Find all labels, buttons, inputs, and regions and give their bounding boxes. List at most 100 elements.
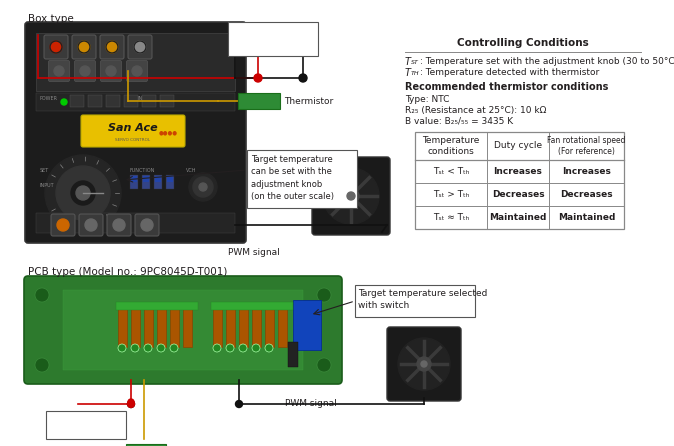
Circle shape xyxy=(199,183,207,191)
Text: Decreases: Decreases xyxy=(560,190,613,199)
Text: PWM signal: PWM signal xyxy=(228,248,280,257)
Bar xyxy=(157,305,166,347)
Circle shape xyxy=(317,358,331,372)
FancyBboxPatch shape xyxy=(135,214,159,236)
FancyBboxPatch shape xyxy=(44,35,68,59)
Bar xyxy=(226,305,235,347)
FancyBboxPatch shape xyxy=(49,61,69,82)
Text: ●●●●: ●●●● xyxy=(158,131,177,136)
Circle shape xyxy=(347,192,355,200)
Bar xyxy=(265,305,274,347)
FancyBboxPatch shape xyxy=(25,22,246,243)
Bar xyxy=(88,95,102,107)
Text: GND: GND xyxy=(57,416,81,426)
Circle shape xyxy=(252,344,260,352)
Bar xyxy=(70,95,84,107)
FancyBboxPatch shape xyxy=(24,276,342,384)
Text: +: + xyxy=(50,416,58,426)
Circle shape xyxy=(85,219,97,231)
Text: Type: NTC: Type: NTC xyxy=(405,95,450,104)
Circle shape xyxy=(417,357,431,371)
Bar xyxy=(238,93,280,109)
Circle shape xyxy=(421,361,427,367)
Circle shape xyxy=(56,166,110,220)
Text: Increases: Increases xyxy=(562,167,611,176)
Text: T: T xyxy=(405,57,411,67)
Text: : Temperature set with the adjustment knob (30 to 50°C): : Temperature set with the adjustment kn… xyxy=(420,57,674,66)
Text: PCB type (Model no.: 9PC8045D-T001): PCB type (Model no.: 9PC8045D-T001) xyxy=(28,267,227,277)
Circle shape xyxy=(35,288,49,302)
Circle shape xyxy=(106,41,118,53)
FancyBboxPatch shape xyxy=(107,214,131,236)
FancyBboxPatch shape xyxy=(387,327,461,401)
Bar xyxy=(142,95,156,107)
Circle shape xyxy=(127,401,135,408)
Text: Temperature
conditions: Temperature conditions xyxy=(423,136,480,156)
Text: Duty cycle: Duty cycle xyxy=(494,141,542,150)
Bar xyxy=(130,175,138,189)
Circle shape xyxy=(80,66,90,76)
FancyBboxPatch shape xyxy=(46,411,126,439)
Circle shape xyxy=(57,219,69,231)
FancyBboxPatch shape xyxy=(100,61,121,82)
Circle shape xyxy=(61,99,67,105)
Bar xyxy=(124,95,138,107)
Text: Tₛₜ ≈ Tₜₕ: Tₛₜ ≈ Tₜₕ xyxy=(433,213,469,222)
Bar xyxy=(36,213,235,233)
FancyBboxPatch shape xyxy=(355,285,475,317)
Circle shape xyxy=(193,177,213,197)
Bar xyxy=(167,176,173,182)
Text: Maintained: Maintained xyxy=(558,213,615,222)
FancyBboxPatch shape xyxy=(79,214,103,236)
Circle shape xyxy=(398,338,450,390)
Text: +: + xyxy=(252,41,260,51)
Circle shape xyxy=(35,358,49,372)
Circle shape xyxy=(235,401,243,408)
Circle shape xyxy=(189,173,217,201)
Text: INPUT: INPUT xyxy=(40,183,55,188)
Bar xyxy=(36,33,235,91)
Text: San Ace: San Ace xyxy=(109,123,158,133)
FancyBboxPatch shape xyxy=(228,22,318,56)
Circle shape xyxy=(128,399,134,405)
FancyBboxPatch shape xyxy=(81,115,185,147)
Text: POWER: POWER xyxy=(40,96,58,102)
Bar xyxy=(415,132,624,229)
Text: DC power supply: DC power supply xyxy=(237,30,309,39)
Bar xyxy=(211,302,293,310)
Bar xyxy=(106,95,120,107)
Bar xyxy=(160,95,174,107)
Text: OUTPUT: OUTPUT xyxy=(138,219,158,223)
FancyBboxPatch shape xyxy=(247,150,357,208)
FancyBboxPatch shape xyxy=(72,35,96,59)
Bar xyxy=(36,93,235,111)
Text: Tₛₜ < Tₜₕ: Tₛₜ < Tₜₕ xyxy=(433,167,469,176)
Bar xyxy=(239,305,248,347)
Circle shape xyxy=(317,288,331,302)
Text: Fan rotational speed
(For reference): Fan rotational speed (For reference) xyxy=(547,136,625,156)
Circle shape xyxy=(106,66,116,76)
Circle shape xyxy=(127,401,135,408)
Text: FUNCTION: FUNCTION xyxy=(130,168,156,173)
Circle shape xyxy=(113,219,125,231)
Text: Recommended thermistor conditions: Recommended thermistor conditions xyxy=(405,82,609,92)
Circle shape xyxy=(118,344,126,352)
Text: Box type: Box type xyxy=(28,14,73,24)
Bar xyxy=(293,300,321,350)
Bar xyxy=(155,176,161,182)
Text: ST: ST xyxy=(411,60,419,65)
Circle shape xyxy=(54,66,64,76)
Text: DC power supply: DC power supply xyxy=(50,427,127,436)
Circle shape xyxy=(45,155,121,231)
Bar xyxy=(213,305,222,347)
Bar xyxy=(144,305,153,347)
Text: B value: B₂₅/₅₅ = 3435 K: B value: B₂₅/₅₅ = 3435 K xyxy=(405,117,513,126)
FancyBboxPatch shape xyxy=(51,214,75,236)
Bar xyxy=(118,305,127,347)
Circle shape xyxy=(170,344,178,352)
Text: SET: SET xyxy=(40,168,49,173)
Text: Maintained: Maintained xyxy=(489,213,547,222)
Text: Thermistor: Thermistor xyxy=(284,96,333,106)
Circle shape xyxy=(254,74,262,82)
Text: T: T xyxy=(405,68,411,78)
